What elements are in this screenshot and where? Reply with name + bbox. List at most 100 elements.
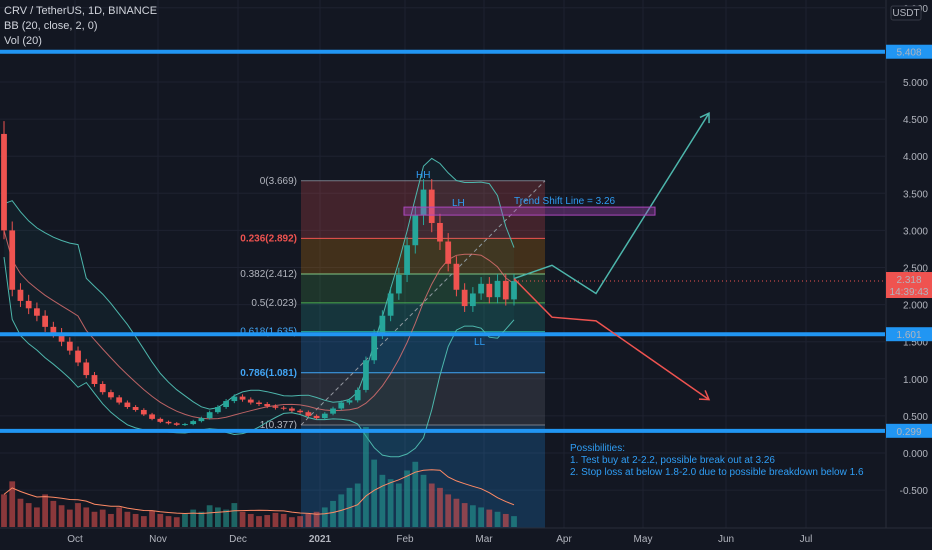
fib-level-label: 0.5(2.023)	[251, 298, 297, 309]
candle-body	[83, 362, 90, 376]
volume-bar	[272, 512, 279, 527]
volume-bar	[354, 483, 361, 527]
volume-bar	[371, 459, 378, 527]
candle-body	[511, 281, 517, 300]
candle-body	[264, 404, 271, 407]
volume-bar	[502, 513, 509, 527]
candle-body	[1, 133, 7, 231]
volume-bar	[247, 513, 254, 527]
candle-body	[412, 215, 419, 246]
price-tick-label: 3.500	[903, 189, 928, 200]
volume-indicator-label[interactable]: Vol (20)	[4, 35, 42, 47]
volume-bar	[157, 513, 164, 527]
candle-body	[346, 400, 353, 403]
time-tick-label: Mar	[475, 534, 493, 545]
time-tick-label: Dec	[229, 534, 247, 545]
volume-bar	[223, 509, 229, 527]
volume-bar	[494, 511, 501, 527]
bullish-projection-arrowhead	[699, 111, 710, 124]
bearish-projection	[513, 278, 710, 401]
candle-body	[445, 241, 452, 264]
candle-body	[34, 308, 40, 316]
currency-badge-label: USDT	[892, 8, 919, 19]
candle-body	[206, 412, 213, 419]
bb-fill	[4, 158, 514, 457]
fib-level-label: 1(0.377)	[260, 420, 297, 431]
price-tick-label: 5.000	[903, 78, 928, 89]
volume-bar	[34, 507, 40, 527]
volume-bar	[412, 461, 419, 527]
volume-bar	[140, 516, 147, 527]
price-tick-label: 4.000	[903, 152, 928, 163]
possibilities-title: Possibilities:	[570, 443, 625, 454]
volume-bar	[437, 487, 443, 527]
volume-bar	[469, 505, 476, 527]
candle-body	[17, 289, 24, 301]
volume-bar	[428, 483, 435, 527]
last-price-label: 2.318	[896, 275, 921, 286]
symbol-title[interactable]: CRV / TetherUS, 1D, BINANCE	[4, 5, 158, 17]
volume-bar	[173, 517, 180, 527]
currency-badge	[890, 5, 922, 21]
candle-body	[256, 402, 262, 405]
candle-body	[272, 406, 279, 408]
time-tick-label: Jul	[800, 534, 813, 545]
price-axis: 6.0005.0004.5004.0003.5003.0002.5002.000…	[885, 0, 932, 550]
volume-bar	[1, 494, 7, 527]
price-tick-label: 1.500	[903, 338, 928, 349]
volume-bar	[379, 474, 386, 527]
candle-body	[58, 332, 65, 342]
candle-body	[338, 402, 345, 409]
volume-bar	[165, 516, 172, 527]
volume-bar	[321, 507, 328, 527]
candle-body	[502, 280, 509, 300]
candle-body	[173, 423, 180, 425]
fib-level-label: 0.382(2.412)	[240, 269, 297, 280]
candle-body	[66, 341, 73, 351]
volume-bar	[395, 483, 402, 527]
volume-bar	[445, 494, 452, 527]
candle-body	[453, 263, 460, 290]
price-tick-label: 0.000	[903, 449, 928, 460]
candle-body	[330, 408, 336, 414]
volume-bar	[25, 503, 32, 527]
time-axis: Oct Nov Dec 2021 Feb Mar Apr May Jun Jul	[0, 527, 932, 545]
volume-bar	[404, 470, 410, 527]
candle-body	[305, 412, 312, 416]
level-price-tag	[886, 423, 932, 438]
bb-indicator-label[interactable]: BB (20, close, 2, 0)	[4, 20, 98, 32]
candle-body	[354, 389, 361, 401]
candle-body	[420, 189, 427, 216]
volume-bar	[50, 500, 57, 527]
candle-body	[247, 399, 254, 403]
time-tick-label: Nov	[149, 534, 167, 545]
candle-body	[239, 396, 246, 400]
candle-body	[116, 397, 123, 403]
higher-high-label: HH	[416, 170, 430, 181]
candle-body	[223, 401, 229, 407]
volume-bar	[256, 516, 262, 527]
candle-body	[132, 406, 139, 410]
volume-bar	[124, 511, 131, 527]
time-tick-label: Apr	[556, 534, 572, 545]
volume-bar	[264, 515, 271, 527]
fib-level-label: 0.786(1.081)	[240, 368, 297, 379]
time-tick-label: May	[634, 534, 653, 545]
candle-body	[190, 421, 197, 425]
candle-body	[108, 392, 114, 398]
horizontal-levels	[0, 49, 885, 433]
candle-body	[379, 315, 386, 335]
chart-legend: CRV / TetherUS, 1D, BINANCE BB (20, clos…	[4, 4, 157, 49]
possibility-1: 1. Test buy at 2-2.2, possible break out…	[570, 455, 775, 466]
level-price-tag-label: 0.299	[896, 427, 921, 438]
volume-bar	[91, 511, 98, 527]
time-tick-label: 2021	[309, 534, 332, 545]
candle-body	[280, 407, 287, 409]
volume-bar	[461, 503, 468, 527]
candle-body	[165, 421, 172, 424]
volume-bar	[58, 505, 65, 527]
time-tick-label: Jun	[718, 534, 734, 545]
candle-body	[395, 274, 402, 294]
price-tick-label: 3.000	[903, 226, 928, 237]
